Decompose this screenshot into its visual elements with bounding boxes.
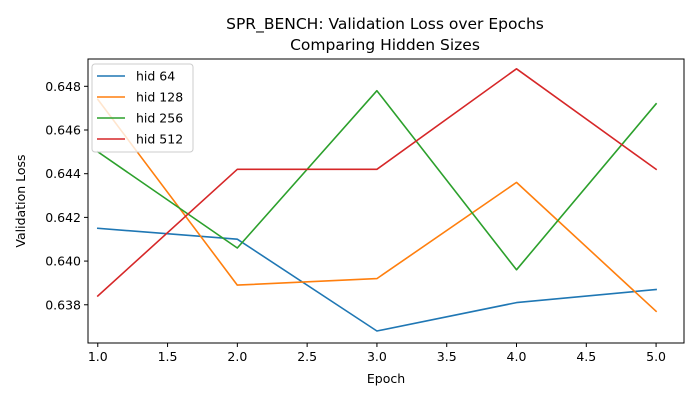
y-tick-label: 0.640 [45,254,81,269]
series-line-hid-512 [96,68,658,298]
chart-subtitle: Comparing Hidden Sizes [290,36,480,54]
x-tick-label: 2.5 [297,349,317,364]
y-tick-label: 0.638 [45,297,81,312]
chart-title: SPR_BENCH: Validation Loss over Epochs [226,15,544,34]
x-tick-label: 1.0 [88,349,108,364]
y-axis-ticks: 0.638 0.640 0.642 0.644 0.646 0.648 [45,79,88,312]
y-axis-label: Validation Loss [13,154,28,247]
plot-frame [87,58,685,344]
x-tick-label: 5.0 [646,349,666,364]
x-axis-ticks: 1.0 1.5 2.0 2.5 3.0 3.5 4.0 4.5 5.0 [88,343,666,364]
y-tick-label: 0.648 [45,79,81,94]
x-tick-label: 1.5 [158,349,178,364]
legend: hid 64 hid 128 hid 256 hid 512 [91,63,194,153]
series-line-hid-128 [96,98,658,313]
x-tick-label: 2.0 [227,349,247,364]
y-tick-label: 0.642 [45,210,81,225]
y-tick-label: 0.644 [45,166,81,181]
legend-label: hid 512 [136,132,183,147]
x-tick-label: 4.0 [507,349,527,364]
y-tick-label: 0.646 [45,123,81,138]
series-lines [96,68,658,332]
series-line-hid-256 [96,89,658,271]
legend-label: hid 128 [136,90,183,105]
x-tick-label: 3.0 [367,349,387,364]
legend-label: hid 256 [136,111,183,126]
x-tick-label: 3.5 [437,349,457,364]
x-tick-label: 4.5 [576,349,596,364]
x-axis-label: Epoch [367,371,405,386]
series-line-hid-64 [96,227,657,332]
legend-label: hid 64 [136,69,175,84]
legend-box [91,63,194,153]
